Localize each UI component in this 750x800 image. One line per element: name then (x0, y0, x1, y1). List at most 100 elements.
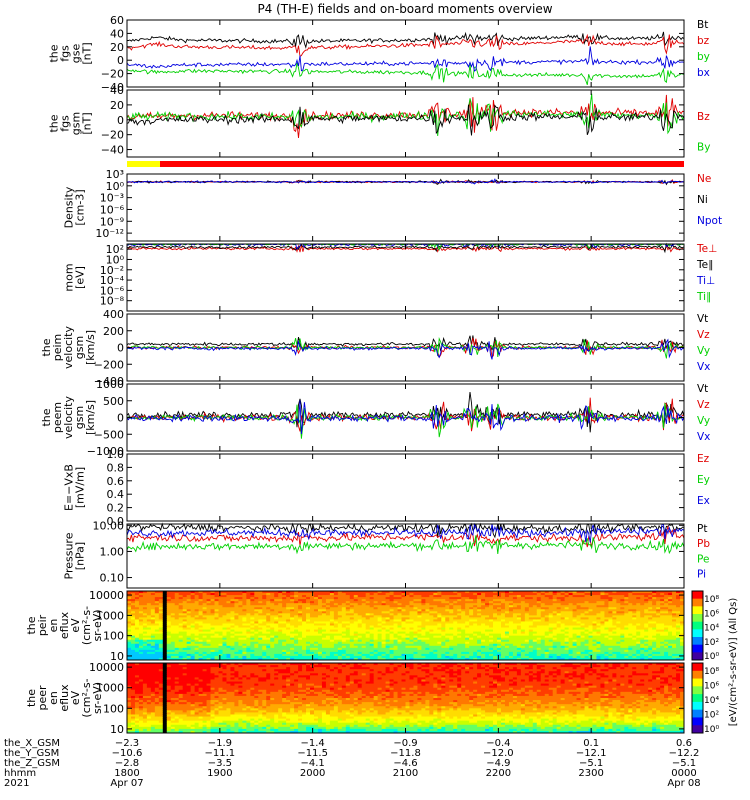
heatmap-cell (588, 649, 593, 653)
heatmap-cell (158, 625, 164, 628)
series-peem_vel-black (126, 392, 685, 433)
heatmap-cell (620, 637, 625, 641)
heatmap-cell (608, 615, 613, 618)
heatmap-cell (421, 605, 426, 608)
heatmap-cell (266, 593, 271, 596)
heatmap-cell (516, 605, 522, 608)
heatmap-cell (294, 619, 299, 622)
heatmap-cell (230, 621, 235, 624)
heatmap-cell (158, 601, 164, 604)
heatmap-cell (393, 615, 398, 618)
heatmap-cell (652, 633, 657, 637)
heatmap-cell (405, 629, 410, 632)
heatmap-cell (214, 639, 219, 643)
heatmap-cell (234, 593, 239, 596)
heatmap-cell (218, 657, 223, 661)
heatmap-cell (373, 627, 379, 630)
heatmap-cell (206, 651, 211, 655)
heatmap-cell (588, 619, 593, 622)
heatmap-cell (365, 657, 371, 661)
heatmap-cell (373, 611, 379, 614)
heatmap-cell (473, 653, 478, 657)
heatmap-cell (365, 593, 371, 596)
heatmap-cell (636, 623, 641, 626)
heatmap-cell (278, 625, 283, 628)
heatmap-cell (405, 599, 410, 602)
heatmap-cell (604, 633, 609, 637)
heatmap-cell (640, 607, 645, 610)
heatmap-cell (198, 649, 203, 653)
heatmap-cell (624, 611, 629, 614)
heatmap-cell (604, 637, 609, 641)
heatmap-cell (198, 633, 203, 637)
heatmap-cell (485, 591, 490, 594)
heatmap-cell (497, 615, 502, 618)
ytick-label: −40 (101, 144, 124, 157)
heatmap-cell (401, 595, 406, 598)
heatmap-cell (130, 601, 136, 604)
heatmap-cell (313, 657, 319, 661)
heatmap-cell (349, 617, 355, 620)
heatmap-cell (500, 619, 506, 622)
heatmap-cell (596, 639, 601, 643)
heatmap-cell (429, 609, 434, 612)
heatmap-cell (560, 627, 566, 630)
heatmap-cell (469, 651, 474, 655)
heatmap-cell (146, 655, 152, 659)
heatmap-cell (290, 647, 295, 651)
heatmap-cell (512, 611, 518, 614)
heatmap-cell (286, 657, 291, 661)
heatmap-cell (361, 593, 367, 596)
heatmap-cell (461, 611, 466, 614)
heatmap-cell (154, 611, 160, 614)
heatmap-cell (624, 621, 629, 624)
heatmap-cell (226, 611, 231, 614)
heatmap-cell (600, 631, 605, 635)
heatmap-cell (628, 637, 633, 641)
heatmap-cell (469, 595, 474, 598)
heatmap-cell (238, 601, 243, 604)
heatmap-cell (361, 635, 367, 639)
heatmap-cell (246, 641, 251, 645)
heatmap-cell (373, 653, 379, 657)
heatmap-cell (385, 601, 390, 604)
heatmap-cell (310, 645, 315, 649)
heatmap-cell (333, 647, 339, 651)
heatmap-cell (632, 627, 637, 630)
heatmap-cell (461, 623, 466, 626)
heatmap-cell (230, 623, 235, 626)
heatmap-cell (345, 597, 351, 600)
heatmap-cell (437, 603, 442, 606)
heatmap-cell (158, 621, 164, 624)
heatmap-cell (306, 639, 311, 643)
heatmap-cell (302, 605, 307, 608)
heatmap-cell (266, 619, 271, 622)
heatmap-cell (664, 621, 669, 624)
heatmap-cell (341, 631, 347, 635)
heatmap-cell (560, 657, 566, 661)
heatmap-cell (548, 603, 554, 606)
heatmap-cell (230, 655, 235, 659)
heatmap-cell (465, 601, 470, 604)
heatmap-cell (258, 629, 263, 632)
heatmap-cell (357, 649, 363, 653)
heatmap-cell (365, 599, 371, 602)
heatmap-cell (226, 595, 231, 598)
heatmap-cell (146, 619, 152, 622)
heatmap-cell (254, 647, 259, 651)
heatmap-cell (369, 593, 375, 596)
heatmap-cell (481, 601, 486, 604)
heatmap-cell (556, 629, 562, 632)
heatmap-cell (596, 647, 601, 651)
heatmap-cell (306, 629, 311, 632)
heatmap-cell (310, 597, 315, 600)
heatmap-cell (524, 629, 530, 632)
heatmap-cell (357, 647, 363, 651)
heatmap-cell (493, 653, 498, 657)
heatmap-cell (652, 595, 657, 598)
heatmap-cell (294, 603, 299, 606)
heatmap-cell (516, 641, 522, 645)
heatmap-cell (572, 605, 577, 608)
heatmap-cell (576, 607, 581, 610)
heatmap-cell (580, 607, 585, 610)
